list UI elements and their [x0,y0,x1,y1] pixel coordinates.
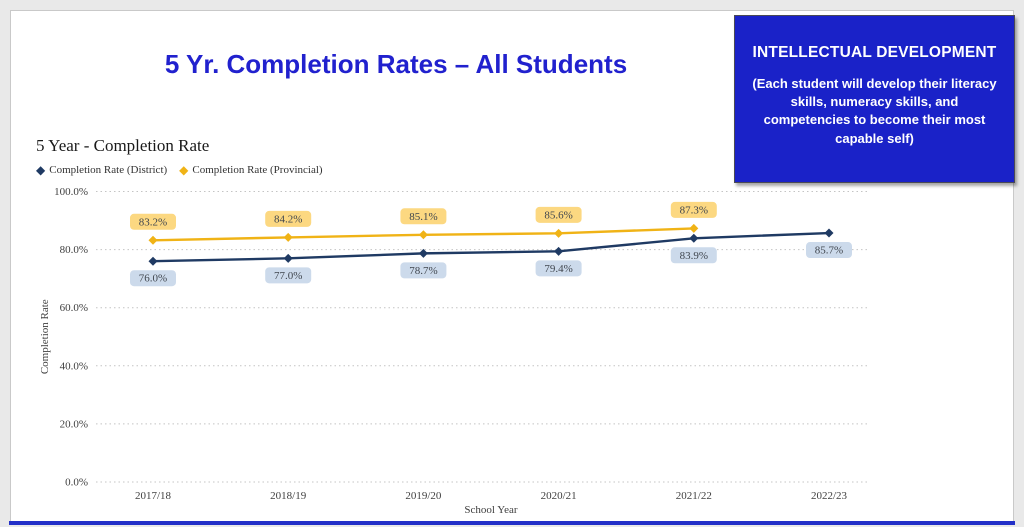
series-line [151,231,831,263]
data-label-value: 83.9% [680,250,708,262]
callout-heading: INTELLECTUAL DEVELOPMENT [752,44,997,61]
y-axis-tick-label: 40.0% [60,360,88,372]
data-label-badge [670,247,717,264]
x-axis-title: School Year [464,504,518,516]
data-label-value: 84.2% [274,213,302,225]
legend-diamond-icon: ◆ [36,163,46,177]
legend-label: Completion Rate (Provincial) [192,164,323,176]
data-label-badge [265,267,312,284]
data-point-marker [689,223,699,233]
data-point-marker [689,233,699,243]
data-point-marker [554,246,564,256]
legend-item-district: ◆ Completion Rate (District) [36,164,167,176]
completion-rate-chart: 5 Year - Completion Rate ◆ Completion Rat… [36,136,906,516]
data-point-marker [148,235,158,245]
y-axis-tick-label: 100.0% [54,186,88,198]
data-point-marker [283,232,293,242]
data-label-value: 83.2% [139,216,167,228]
x-axis-tick-label: 2021/22 [676,490,712,502]
data-label-badge [400,208,447,225]
legend-item-provincial: ◆ Completion Rate (Provincial) [179,164,322,176]
data-label-value: 77.0% [274,270,302,282]
data-label-value: 85.6% [544,209,572,221]
chart-title: 5 Year - Completion Rate [36,136,210,155]
data-point-marker [148,256,158,266]
data-point-marker [418,230,428,240]
data-label-value: 85.7% [815,245,843,257]
page-title: 5 Yr. Completion Rates – All Students [164,49,628,79]
data-label-value: 78.7% [409,265,437,277]
data-point-marker [283,253,293,263]
data-label-badge [535,206,582,223]
data-label-value: 79.4% [544,263,572,275]
legend-diamond-icon: ◆ [179,163,189,177]
data-label-badge [130,270,176,287]
data-label-badge [806,242,852,259]
y-axis-tick-label: 20.0% [60,418,88,430]
x-axis-tick-label: 2019/20 [405,490,442,502]
intellectual-development-callout: INTELLECTUAL DEVELOPMENT (Each student w… [734,15,1015,183]
chart-plot-area: 0.0% 20.0% 40.0% 60.0% 80.0% 100.0% Completion… [39,186,867,516]
data-point-marker [554,228,564,238]
y-axis-tick-label: 60.0% [60,302,88,314]
data-label-value: 76.0% [139,273,167,285]
data-point-marker [824,228,834,238]
slide-bottom-accent-bar [9,521,1015,525]
y-axis-tick-label: 80.0% [60,244,88,256]
x-axis-tick-label: 2018/19 [270,490,307,502]
x-axis-tick-label: 2020/21 [541,490,577,502]
data-label-value: 87.3% [680,204,708,216]
data-label-value: 85.1% [409,211,437,223]
chart-legend: ◆ Completion Rate (District) ◆ Completion R… [36,164,323,176]
data-label-badge [130,213,176,230]
y-axis-title: Completion Rate [39,299,51,374]
data-label-badge [670,201,717,218]
x-axis-tick-label: 2022/23 [811,490,848,502]
callout-body: (Each student will develop their literac… [752,76,997,146]
data-label-badge [535,260,582,277]
legend-label: Completion Rate (District) [49,164,168,176]
y-axis-tick-label: 0.0% [65,477,88,489]
report-slide: 5 Yr. Completion Rates – All Students IN… [9,10,1015,525]
data-label-badge [400,262,447,279]
data-label-badge [265,210,312,227]
data-point-marker [418,248,428,258]
x-axis-tick-label: 2017/18 [135,490,172,502]
